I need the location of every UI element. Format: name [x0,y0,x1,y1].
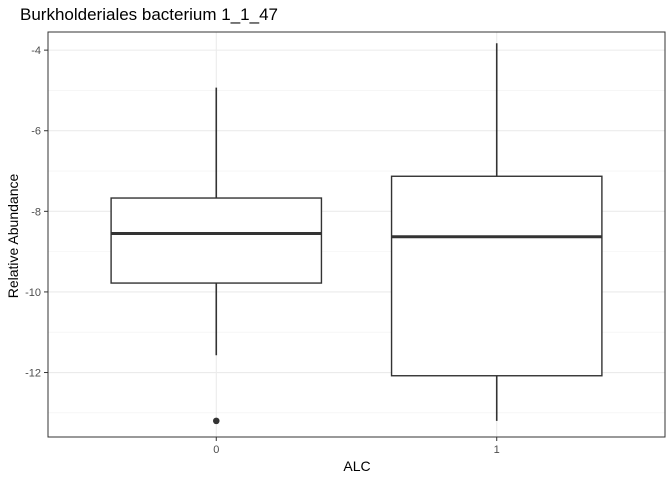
x-tick-label: 1 [494,444,500,456]
y-axis-title: Relative Abundance [5,174,21,299]
box-group-1 [390,43,603,421]
y-tick-label: -12 [25,368,41,380]
y-axis-ticks: -12 -10 -8 -6 -4 [25,45,48,380]
plot-panel-border [47,31,666,438]
box-series [110,43,603,425]
iqr-box [390,175,603,377]
x-axis-title: ALC [343,458,370,474]
iqr-box [110,197,323,284]
box-group-0 [110,87,323,425]
y-tick-label: -6 [31,126,41,138]
chart-title: Burkholderiales bacterium 1_1_47 [20,5,278,24]
y-tick-label: -8 [31,206,41,218]
outlier-point [212,417,220,425]
y-tick-label: -4 [31,45,41,57]
y-tick-label: -10 [25,287,41,299]
x-tick-label: 0 [213,444,219,456]
